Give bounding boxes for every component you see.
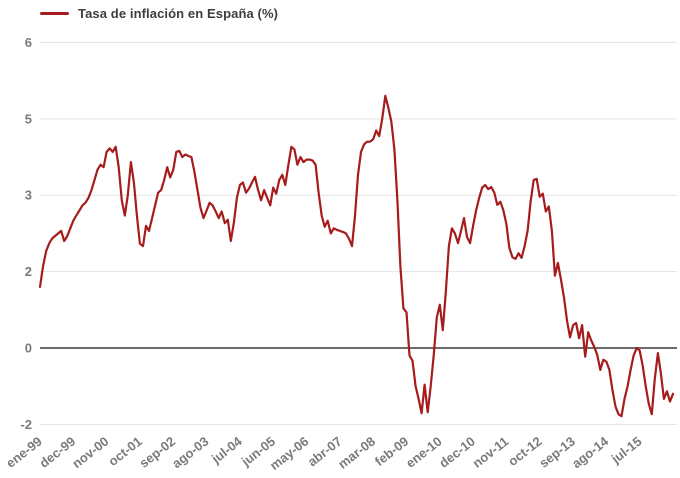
x-axis-label: nov-11 xyxy=(470,434,512,471)
inflation-series-path xyxy=(38,94,675,418)
y-axis-label: 0 xyxy=(25,341,32,356)
y-axis-label: 2 xyxy=(25,264,32,279)
x-axis-label: dec-99 xyxy=(36,434,78,471)
x-axis-label: ago-14 xyxy=(569,433,612,471)
legend: Tasa de inflación en España (%) xyxy=(40,6,278,21)
x-axis-label: jul-15 xyxy=(608,434,645,467)
x-axis-label: sep-02 xyxy=(136,434,178,471)
x-axis-label: ago-03 xyxy=(169,434,211,472)
x-axis-label: dec-10 xyxy=(436,434,478,471)
x-axis-label: ene-99 xyxy=(3,434,45,471)
x-axis-label: mar-08 xyxy=(335,434,378,472)
x-axis-label: sep-13 xyxy=(536,434,578,471)
y-axis-label: 5 xyxy=(25,111,32,126)
x-axis-label: jul-04 xyxy=(208,433,245,467)
y-axis-label: -2 xyxy=(20,417,32,432)
legend-line-swatch xyxy=(40,12,69,15)
y-axis-label: 3 xyxy=(25,188,32,203)
y-axis-label: 6 xyxy=(25,35,32,50)
legend-label: Tasa de inflación en España (%) xyxy=(78,6,279,21)
x-axis-label: ene-10 xyxy=(403,434,445,471)
x-axis-label: may-06 xyxy=(267,434,312,473)
x-axis-label: nov-00 xyxy=(69,434,111,472)
